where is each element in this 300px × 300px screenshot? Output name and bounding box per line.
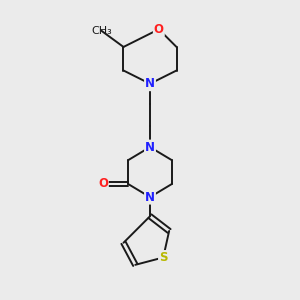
Text: CH₃: CH₃: [91, 26, 112, 36]
Text: N: N: [145, 190, 155, 204]
Text: N: N: [145, 77, 155, 90]
Text: S: S: [159, 251, 167, 264]
Text: O: O: [154, 23, 164, 36]
Text: O: O: [98, 177, 108, 190]
Text: N: N: [145, 141, 155, 154]
